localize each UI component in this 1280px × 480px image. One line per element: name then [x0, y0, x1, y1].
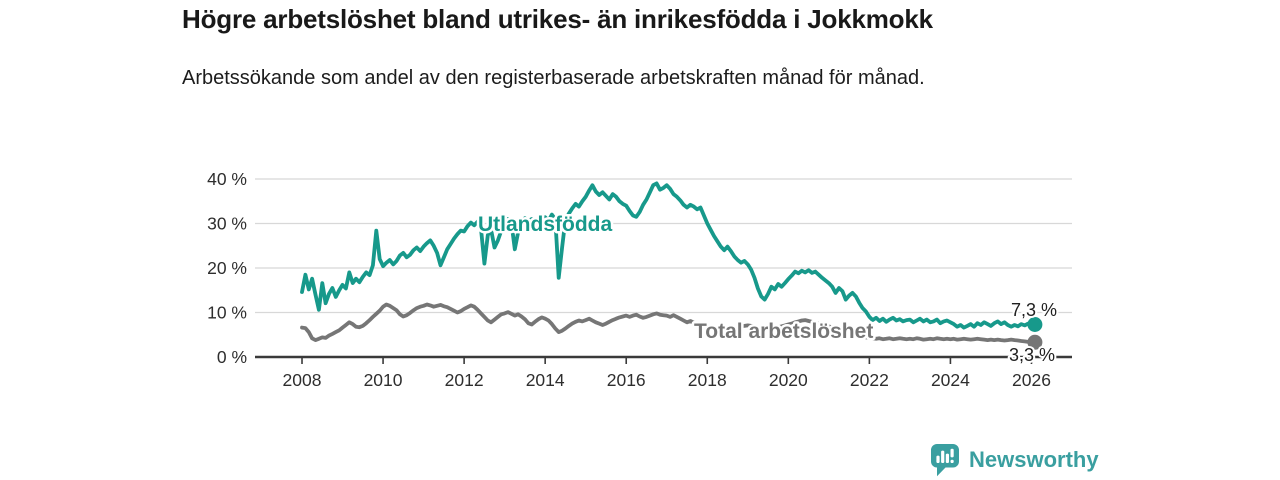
end-value-label-total-arbetsloshet: 3,3 % — [1009, 345, 1055, 365]
x-axis-label-2012: 2012 — [445, 370, 484, 390]
x-axis-label-2024: 2024 — [931, 370, 970, 390]
series-end-dot-utlandsfodda — [1027, 317, 1043, 332]
brand-name: Newsworthy — [969, 447, 1099, 472]
x-axis-label-2008: 2008 — [283, 370, 322, 390]
series-line-utlandsfodda — [300, 181, 1037, 330]
y-axis-label-10: 10 % — [207, 303, 247, 323]
y-axis-label-20: 20 % — [207, 258, 247, 278]
end-value-label-utlandsfodda: 7,3 % — [1011, 300, 1057, 320]
footer-brand: Newsworthy — [930, 443, 1099, 477]
logo-exclamation-dot — [950, 459, 954, 463]
chart-title: Högre arbetslöshet bland utrikes- än inr… — [182, 4, 933, 34]
x-axis-label-2010: 2010 — [364, 370, 403, 390]
x-axis-label-2018: 2018 — [688, 370, 727, 390]
x-axis-label-2016: 2016 — [607, 370, 646, 390]
series-end-dot-total-arbetsloshet — [1027, 334, 1043, 350]
y-axis-label-40: 40 % — [207, 169, 247, 189]
newsworthy-bar-chart-bubble-icon — [931, 444, 959, 477]
x-axis-label-2022: 2022 — [850, 370, 889, 390]
x-axis-label-2026: 2026 — [1012, 370, 1051, 390]
logo-bubble-shape — [931, 444, 959, 477]
chart-subtitle: Arbetssökande som andel av den registerb… — [182, 67, 925, 89]
series-label-utlandsfodda: Utlandsfödda — [478, 213, 612, 236]
x-axis-label-2014: 2014 — [526, 370, 565, 390]
x-axis-label-2020: 2020 — [769, 370, 808, 390]
series-line-total-arbetsloshet — [300, 302, 1037, 345]
logo-bar-medium — [945, 453, 949, 463]
logo-bar-tall — [941, 450, 945, 463]
series-label-total-arbetsloshet: Total arbetslöshet — [694, 320, 873, 343]
logo-bar-short — [936, 455, 940, 463]
y-axis-label-0: 0 % — [217, 347, 247, 367]
logo-exclamation-bar — [950, 448, 954, 458]
y-axis-label-30: 30 % — [207, 214, 247, 234]
